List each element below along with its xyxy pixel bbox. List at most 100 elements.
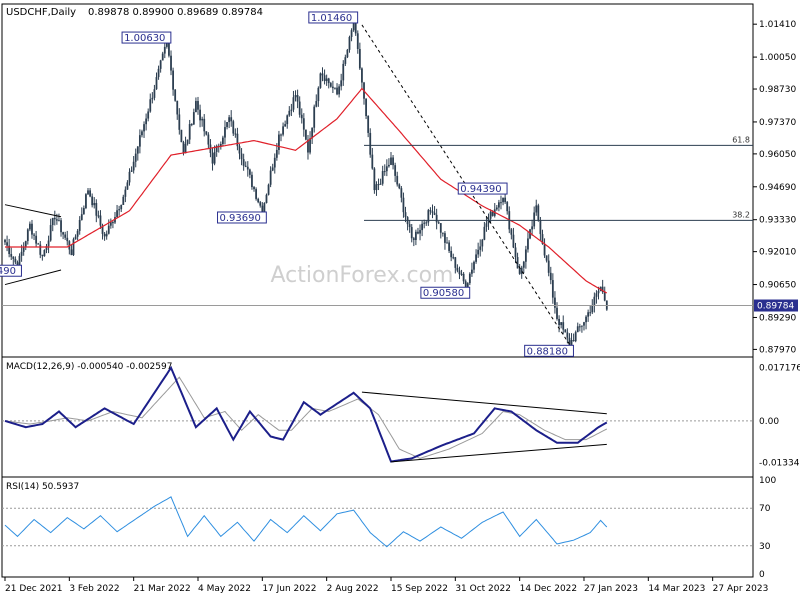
candle-body [224, 127, 226, 138]
x-tick-label: 17 Jun 2022 [262, 584, 316, 594]
candle-body [259, 202, 262, 206]
candle-body [300, 114, 303, 119]
candle-body [554, 297, 556, 308]
candle-body [12, 256, 15, 259]
candle-body [414, 231, 417, 240]
candle-body [294, 95, 297, 98]
candle-body [76, 230, 79, 237]
candle-body [103, 233, 106, 237]
candle-body [51, 217, 54, 226]
candle-body [435, 214, 438, 223]
swing-annotation-label: 0.93690 [220, 213, 261, 224]
candle-body [205, 131, 208, 135]
x-tick-label: 3 Feb 2022 [69, 584, 119, 594]
candle-body [518, 268, 521, 274]
candle-body [460, 273, 463, 275]
macd-label: MACD(12,26,9) -0.000540 -0.002597 [6, 362, 172, 372]
candle-body [188, 124, 191, 140]
candle-body [192, 112, 195, 125]
fib-level-label: 38.2 [732, 210, 750, 219]
candle-body [174, 89, 177, 101]
candle-body [423, 222, 426, 224]
candle-body [159, 60, 162, 69]
swing-annotation-box [420, 286, 471, 299]
candle-body [331, 86, 334, 89]
candle-body [585, 316, 587, 323]
ohlc-label: 0.89878 0.89900 0.89689 0.89784 [88, 7, 263, 18]
candle-body [128, 171, 131, 183]
candle-body [346, 49, 349, 58]
candle-body [168, 40, 170, 56]
candle-body [329, 83, 332, 87]
candle-body [531, 226, 534, 230]
candle-body [161, 53, 164, 61]
candle-body [458, 270, 461, 275]
candle-body [500, 202, 502, 204]
candle-body [583, 322, 585, 326]
candle-body [302, 118, 305, 130]
candle-body [448, 242, 450, 251]
wedge-bottom-line [4, 269, 62, 286]
candle-body [323, 75, 326, 82]
swing-annotation-box [457, 182, 508, 195]
candle-body [190, 124, 193, 126]
candle-body [157, 68, 160, 78]
candle-body [441, 232, 444, 234]
candle-body [572, 340, 575, 342]
candle-body [99, 215, 102, 226]
macd-y-tick-label: -0.01334 [759, 459, 800, 469]
rsi-y-tick-label: 0 [759, 570, 765, 580]
candle-body [394, 165, 397, 176]
x-tick-label: 27 Apr 2023 [713, 584, 769, 594]
price-y-tick-label: 0.97370 [759, 118, 796, 128]
candle-body [43, 249, 46, 257]
candle-body [549, 272, 552, 281]
candle-body [105, 233, 108, 237]
candle-body [228, 117, 231, 123]
candle-body [132, 161, 135, 171]
candle-body [145, 118, 148, 125]
candle-body [120, 204, 123, 210]
candle-body [95, 202, 98, 216]
candle-body [574, 332, 577, 342]
price-y-tick-label: 0.90650 [759, 281, 796, 291]
candle-body [64, 234, 67, 238]
candle-body [551, 280, 554, 298]
candle-body [213, 151, 216, 164]
candle-body [280, 134, 282, 136]
candle-body [379, 183, 382, 185]
swing-annotation-box [0, 264, 22, 277]
rsi-label: RSI(14) 50.5937 [6, 482, 79, 492]
candle-body [87, 190, 89, 195]
candle-body [483, 226, 486, 240]
candle-body [18, 255, 21, 271]
candle-body [170, 55, 172, 71]
candle-body [568, 337, 571, 347]
candle-body [4, 239, 6, 243]
candle-body [589, 312, 592, 314]
candle-body [576, 326, 579, 333]
candle-body [475, 254, 477, 262]
price-panel-frame [1, 3, 754, 358]
candle-body [481, 239, 484, 247]
candle-body [93, 202, 96, 206]
candle-body [180, 129, 183, 143]
candle-body [319, 73, 322, 88]
candle-body [597, 291, 600, 294]
candle-body [510, 229, 513, 235]
candle-body [522, 261, 525, 268]
candle-body [365, 98, 367, 117]
candle-body [603, 292, 606, 301]
candle-body [186, 139, 189, 144]
rsi-y-tick-label: 70 [759, 504, 771, 514]
candle-body [535, 205, 538, 213]
candle-body [601, 286, 604, 293]
candle-body [242, 159, 245, 166]
candle-body [383, 171, 386, 173]
candle-body [74, 236, 77, 240]
candle-body [112, 222, 114, 224]
candle-body [377, 184, 380, 186]
candle-body [10, 253, 13, 257]
candle-body [354, 23, 357, 34]
candle-body [311, 127, 314, 139]
